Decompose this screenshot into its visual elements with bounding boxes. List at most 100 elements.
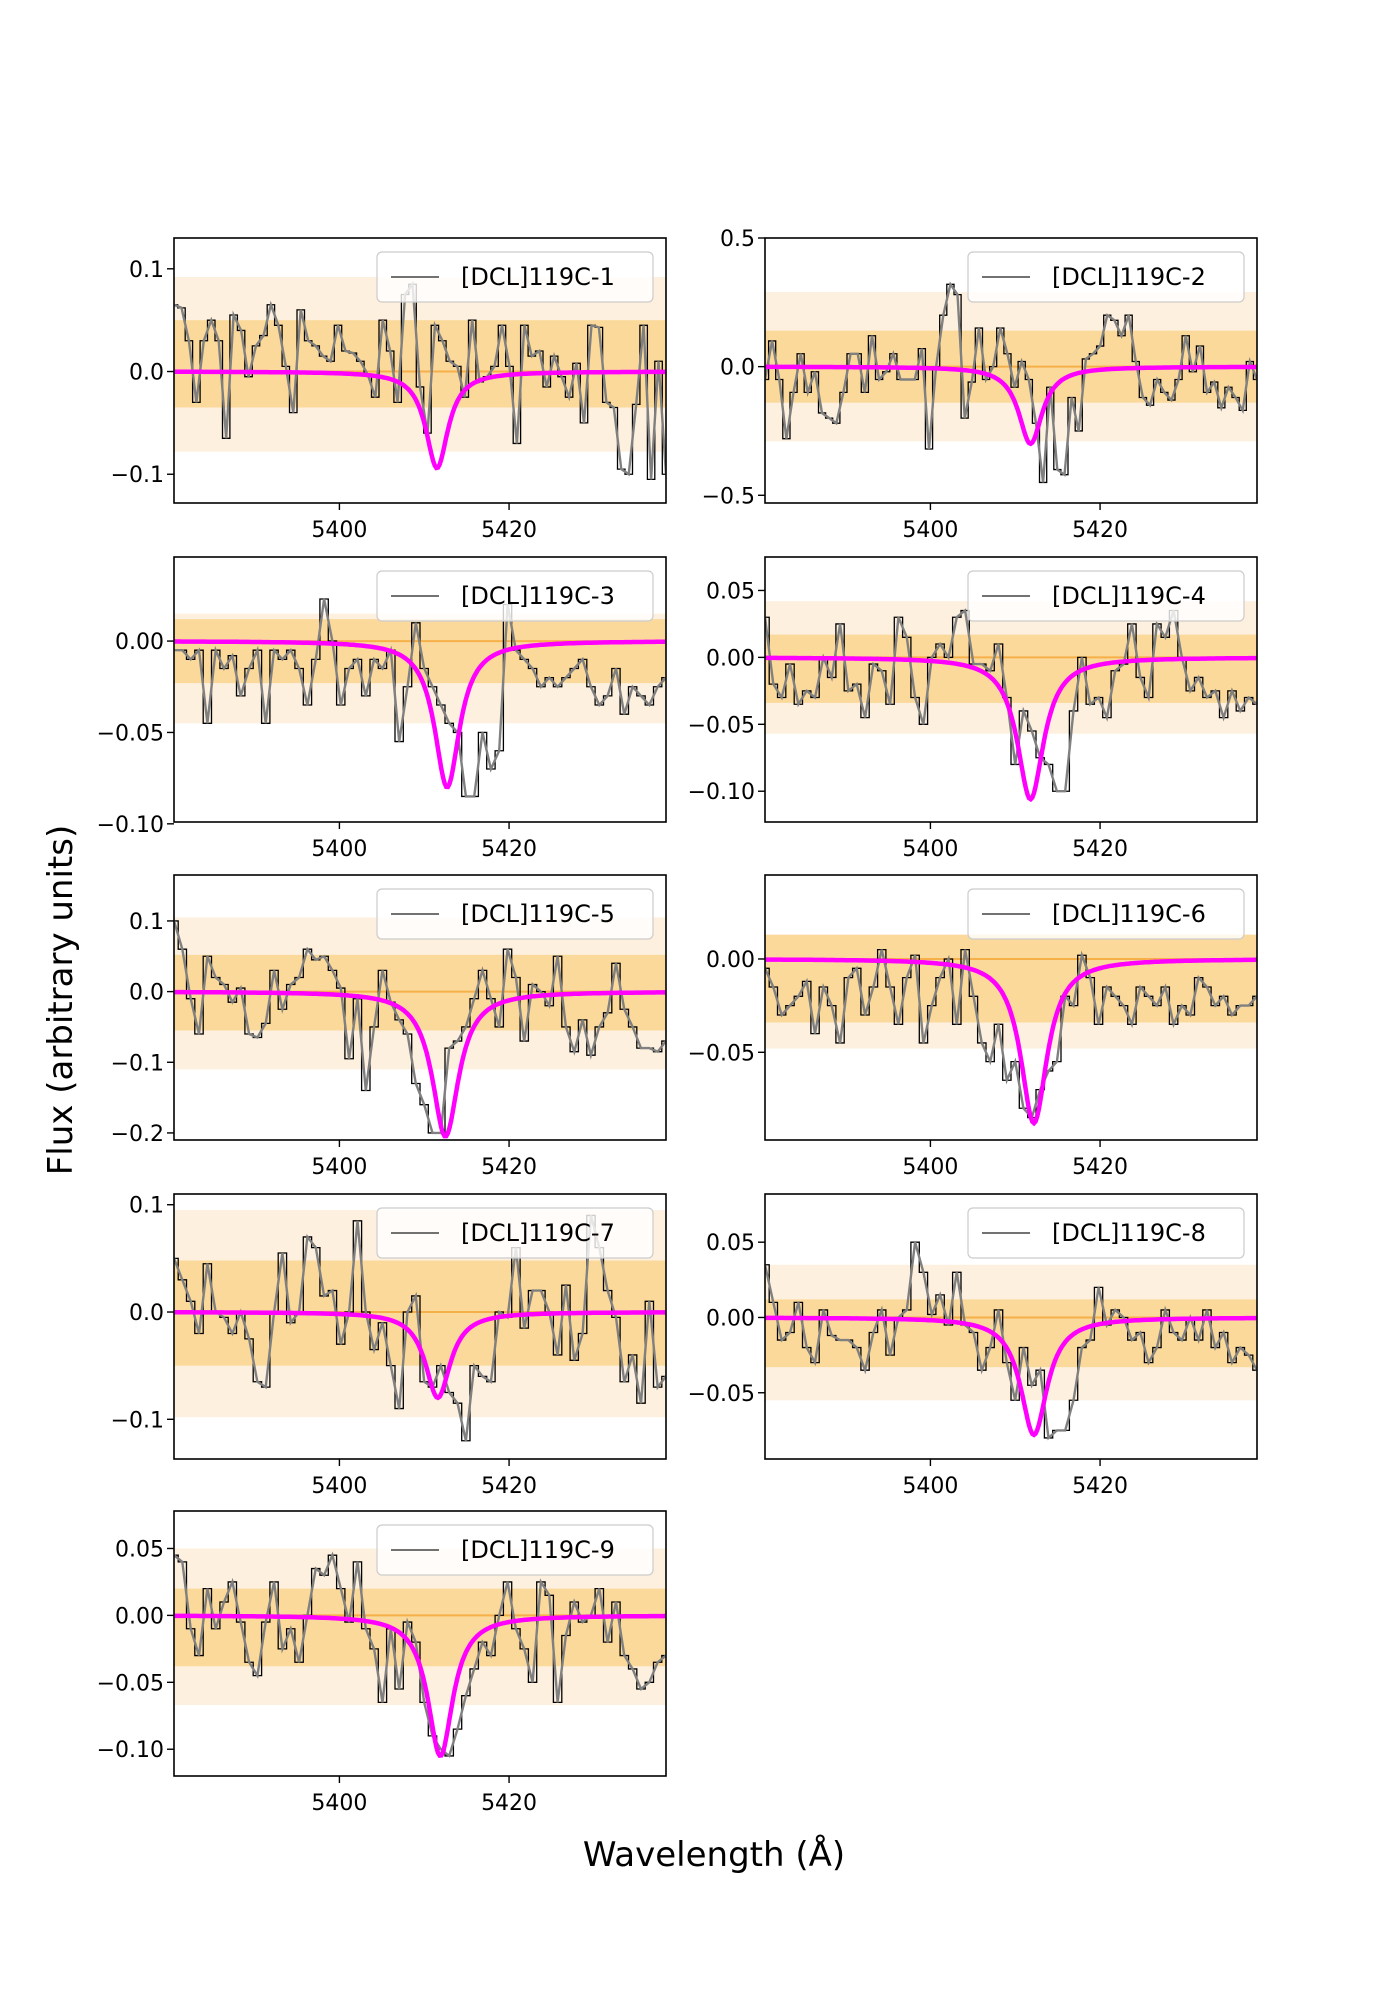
panels-group: −0.1 0.0 0.1 5400 5420 [DCL]119C-1 −0.5 0.0 0.5 5… xyxy=(97,227,1258,1816)
smoothed-spectrum-8 xyxy=(765,1241,1257,1441)
y-tick-label-5-3: 0.1 xyxy=(129,910,164,935)
y-tick-label-2-0: −0.5 xyxy=(702,484,755,509)
legend-label-5: [DCL]119C-5 xyxy=(461,900,615,928)
x-tick-label-3-1: 5420 xyxy=(481,837,537,862)
plot-area-5 xyxy=(174,917,666,1139)
x-tick-label-6-1: 5420 xyxy=(1072,1155,1128,1180)
x-tick-label-3-0: 5400 xyxy=(311,837,367,862)
y-tick-label-2-1: 0.0 xyxy=(720,356,755,381)
y-tick-label-5-2: 0.0 xyxy=(129,981,164,1006)
y-tick-label-2-2: 0.5 xyxy=(720,227,755,252)
x-axis-label: Wavelength (Å) xyxy=(583,1834,845,1875)
model-profile-9 xyxy=(174,1613,666,1759)
axes-frame-4 xyxy=(764,556,1258,823)
y-tick-label-4-2: 0.00 xyxy=(706,646,755,671)
model-profile-1 xyxy=(174,369,666,471)
y-tick-label-1-1: 0.0 xyxy=(129,361,164,386)
panel-6: −0.05 0.00 5400 5420 [DCL]119C-6 xyxy=(688,874,1258,1180)
x-tick-label-4-0: 5400 xyxy=(902,837,958,862)
y-tick-label-4-3: 0.05 xyxy=(706,579,755,604)
model-profile-4 xyxy=(765,655,1257,803)
axes-frame-5 xyxy=(173,874,667,1141)
panel-5: −0.2 −0.1 0.0 0.1 5400 5420 [DCL]119C-5 xyxy=(111,874,667,1180)
y-tick-label-7-1: 0.0 xyxy=(129,1301,164,1326)
panel-8: −0.05 0.00 0.05 5400 5420 [DCL]119C-8 xyxy=(688,1193,1258,1499)
axes-frame-1 xyxy=(173,237,667,504)
y-tick-label-6-1: 0.00 xyxy=(706,948,755,973)
y-tick-label-3-1: −0.05 xyxy=(97,721,164,746)
y-tick-label-3-2: 0.00 xyxy=(115,630,164,655)
legend-box-9 xyxy=(376,1524,654,1576)
axes-frame-6 xyxy=(764,874,1258,1141)
panel-2: −0.5 0.0 0.5 5400 5420 [DCL]119C-2 xyxy=(702,227,1258,543)
x-tick-label-1-0: 5400 xyxy=(311,518,367,543)
model-profile-8 xyxy=(765,1315,1257,1438)
legend-6: [DCL]119C-6 xyxy=(967,888,1245,940)
plot-area-9 xyxy=(174,1548,666,1759)
legend-label-2: [DCL]119C-2 xyxy=(1052,263,1206,291)
y-axis-label: Flux (arbitrary units) xyxy=(41,825,81,1176)
x-tick-label-8-0: 5400 xyxy=(902,1474,958,1499)
axes-frame-7 xyxy=(173,1193,667,1460)
legend-label-1: [DCL]119C-1 xyxy=(461,263,615,291)
model-profile-3 xyxy=(174,639,666,790)
x-tick-label-9-0: 5400 xyxy=(311,1791,367,1816)
y-tick-label-3-0: −0.10 xyxy=(97,813,164,838)
y-tick-label-8-0: −0.05 xyxy=(688,1382,755,1407)
axes-frame-3 xyxy=(173,556,667,823)
plot-area-1 xyxy=(174,277,666,481)
smoothed-spectrum-2 xyxy=(765,281,1257,483)
y-tick-label-4-0: −0.10 xyxy=(688,780,755,805)
legend-3: [DCL]119C-3 xyxy=(376,570,654,622)
smoothed-spectrum-3 xyxy=(174,598,666,798)
y-tick-label-7-2: 0.1 xyxy=(129,1194,164,1219)
y-tick-label-6-0: −0.05 xyxy=(688,1041,755,1066)
y-tick-label-1-0: −0.1 xyxy=(111,463,164,488)
y-tick-label-8-2: 0.05 xyxy=(706,1231,755,1256)
y-tick-label-9-0: −0.10 xyxy=(97,1738,164,1763)
smoothed-spectrum-6 xyxy=(765,949,1257,1120)
plot-area-3 xyxy=(174,598,666,798)
model-profile-5 xyxy=(174,989,666,1139)
legend-box-4 xyxy=(967,570,1245,622)
panel-4: −0.10 −0.05 0.00 0.05 5400 5420 [DCL]119C-4 xyxy=(688,556,1258,862)
panel-7: −0.1 0.0 0.1 5400 5420 [DCL]119C-7 xyxy=(111,1193,667,1499)
legend-label-8: [DCL]119C-8 xyxy=(1052,1219,1206,1247)
x-tick-label-2-1: 5420 xyxy=(1072,518,1128,543)
plot-area-4 xyxy=(765,601,1257,803)
legend-box-7 xyxy=(376,1207,654,1259)
x-tick-label-2-0: 5400 xyxy=(902,518,958,543)
panel-1: −0.1 0.0 0.1 5400 5420 [DCL]119C-1 xyxy=(111,237,667,543)
x-tick-label-1-1: 5420 xyxy=(481,518,537,543)
model-profile-2 xyxy=(765,364,1257,447)
legend-box-2 xyxy=(967,251,1245,303)
y-tick-label-5-1: −0.1 xyxy=(111,1051,164,1076)
legend-label-7: [DCL]119C-7 xyxy=(461,1219,615,1247)
axes-frame-2 xyxy=(764,237,1258,504)
observed-spectrum-6 xyxy=(765,948,1257,1119)
y-tick-label-1-2: 0.1 xyxy=(129,258,164,283)
x-tick-label-9-1: 5420 xyxy=(481,1791,537,1816)
legend-2: [DCL]119C-2 xyxy=(967,251,1245,303)
legend-4: [DCL]119C-4 xyxy=(967,570,1245,622)
plot-area-2 xyxy=(765,281,1257,484)
legend-box-1 xyxy=(376,251,654,303)
legend-box-6 xyxy=(967,888,1245,940)
legend-label-6: [DCL]119C-6 xyxy=(1052,900,1206,928)
legend-7: [DCL]119C-7 xyxy=(376,1207,654,1259)
x-tick-label-7-0: 5400 xyxy=(311,1474,367,1499)
panel-9: −0.10 −0.05 0.00 0.05 5400 5420 [DCL]119C-9 xyxy=(97,1510,667,1816)
legend-box-3 xyxy=(376,570,654,622)
legend-box-5 xyxy=(376,888,654,940)
legend-5: [DCL]119C-5 xyxy=(376,888,654,940)
axes-frame-9 xyxy=(173,1510,667,1777)
plot-area-8 xyxy=(765,1241,1257,1441)
model-profile-7 xyxy=(174,1310,666,1401)
legend-label-4: [DCL]119C-4 xyxy=(1052,582,1206,610)
inner-band-4 xyxy=(765,634,1257,703)
plot-area-6 xyxy=(765,934,1257,1127)
x-tick-label-5-1: 5420 xyxy=(481,1155,537,1180)
y-tick-label-4-1: −0.05 xyxy=(688,713,755,738)
legend-1: [DCL]119C-1 xyxy=(376,251,654,303)
